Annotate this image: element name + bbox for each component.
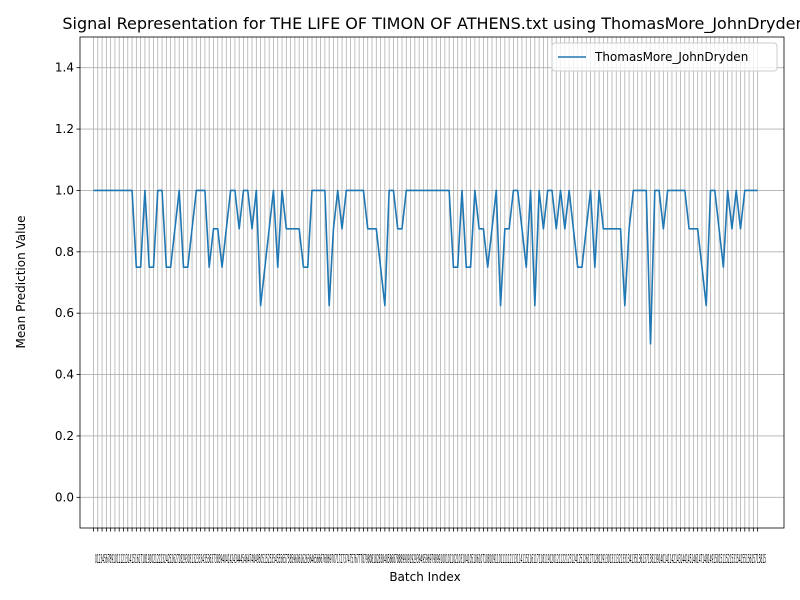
legend: ThomasMore_JohnDryden xyxy=(551,42,778,72)
x-axis-ticks xyxy=(93,528,759,532)
series-line-ThomasMore_JohnDryden xyxy=(93,189,758,345)
y-tick-label: 0.4 xyxy=(55,368,74,382)
x-tick-labels: 0123456789101112131415161718192021222324… xyxy=(95,552,766,566)
x-axis-label: Batch Index xyxy=(389,570,460,584)
y-axis-label: Mean Prediction Value xyxy=(14,216,28,349)
x-gridlines xyxy=(93,37,759,528)
chart-title: Signal Representation for THE LIFE OF TI… xyxy=(62,14,800,34)
y-tick-label: 0.2 xyxy=(55,429,74,443)
y-axis-ticks: 0.0 0.2 0.4 0.6 0.8 1.0 1.2 1.4 xyxy=(55,61,80,504)
y-tick-label: 1.2 xyxy=(55,122,74,136)
y-tick-label: 1.0 xyxy=(55,183,74,197)
y-tick-label: 0.0 xyxy=(55,490,74,504)
y-tick-label: 0.8 xyxy=(55,245,74,259)
series-lines xyxy=(93,189,758,345)
legend-entry: ThomasMore_JohnDryden xyxy=(594,50,748,64)
y-tick-label: 0.6 xyxy=(55,306,74,320)
legend-box xyxy=(551,42,778,72)
y-tick-label: 1.4 xyxy=(55,61,74,75)
